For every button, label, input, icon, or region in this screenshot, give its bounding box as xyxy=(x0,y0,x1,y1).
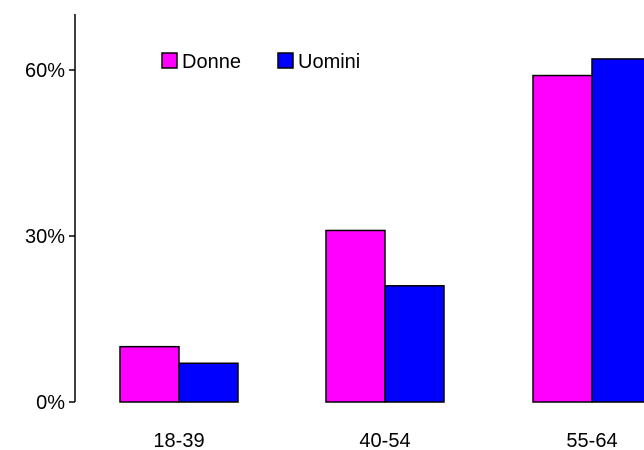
y-axis-ticks: 0% 30% 60% xyxy=(25,60,75,414)
x-tick-label: 40-54 xyxy=(359,430,410,450)
bars-group xyxy=(119,58,644,403)
bar-uomini-55-64 xyxy=(591,58,644,403)
legend-swatch-donne xyxy=(161,52,178,69)
legend-label-donne: Donne xyxy=(182,51,241,73)
x-tick-label: 18-39 xyxy=(153,430,204,450)
legend-label-uomini: Uomini xyxy=(298,51,360,73)
y-tick-label: 30% xyxy=(25,226,65,248)
x-tick-label: 55-64 xyxy=(566,430,617,450)
bar-uomini-40-54 xyxy=(384,285,445,403)
bar-donne-18-39 xyxy=(119,345,180,403)
legend: Donne Uomini xyxy=(161,51,360,73)
y-tick-label: 60% xyxy=(25,60,65,82)
y-tick-label: 0% xyxy=(36,392,65,414)
bar-uomini-18-39 xyxy=(178,362,239,403)
bar-donne-40-54 xyxy=(325,229,386,403)
legend-swatch-uomini xyxy=(277,52,294,69)
x-axis-labels: 18-39 40-54 55-64 xyxy=(153,430,617,450)
bar-donne-55-64 xyxy=(532,74,593,403)
